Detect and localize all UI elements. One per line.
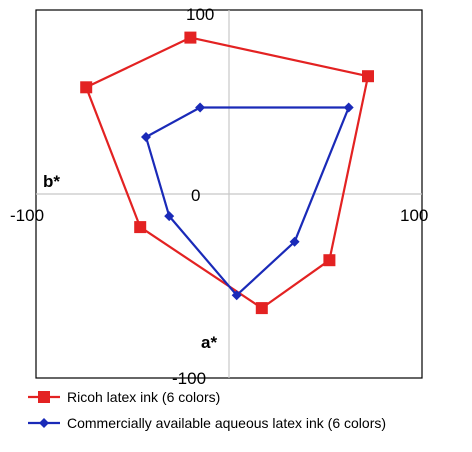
data-point-ricoh-4: [255, 302, 268, 315]
y-max-tick-label: 100: [186, 5, 214, 24]
data-point-ricoh-5: [134, 221, 147, 234]
x-min-tick-label: -100: [10, 206, 44, 225]
y-min-tick-label: -100: [172, 369, 206, 388]
y-axis-title: a*: [201, 333, 217, 352]
data-point-commercial-4: [231, 290, 242, 301]
legend-marker-ricoh: [38, 391, 50, 403]
data-point-ricoh-2: [362, 70, 374, 83]
legend-item-commercial: Commercially available aqueous latex ink…: [28, 415, 386, 431]
data-point-ricoh-1: [184, 31, 197, 44]
data-point-commercial-1: [195, 102, 206, 113]
data-point-commercial-6: [141, 132, 151, 142]
legend-item-ricoh: Ricoh latex ink (6 colors): [28, 389, 220, 405]
legend: Ricoh latex ink (6 colors) Commercially …: [28, 389, 386, 431]
legend-marker-commercial: [39, 418, 49, 428]
data-point-commercial-3: [289, 236, 300, 247]
legend-label-commercial: Commercially available aqueous latex ink…: [67, 415, 386, 431]
data-point-commercial-2: [343, 102, 354, 113]
x-zero-tick-label: 0: [191, 186, 200, 205]
x-axis-title: b*: [43, 172, 60, 191]
data-point-commercial-5: [164, 211, 175, 222]
series-layer: [80, 31, 374, 315]
x-max-tick-label: 100: [400, 206, 428, 225]
data-point-ricoh-3: [323, 254, 336, 267]
legend-label-ricoh: Ricoh latex ink (6 colors): [67, 389, 220, 405]
data-point-ricoh-6: [80, 81, 93, 94]
